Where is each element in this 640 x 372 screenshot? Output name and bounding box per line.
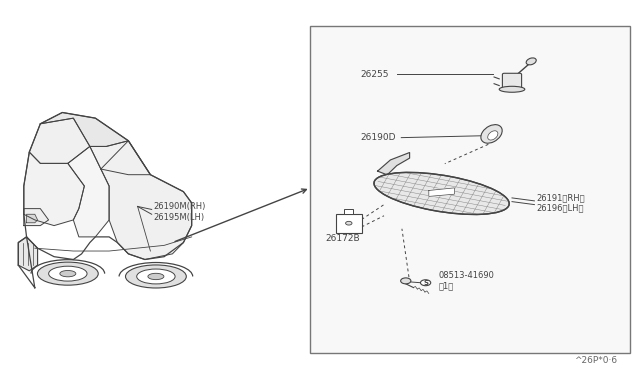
Polygon shape <box>101 141 192 260</box>
Polygon shape <box>429 188 454 196</box>
Polygon shape <box>29 118 90 163</box>
FancyBboxPatch shape <box>502 73 522 90</box>
Ellipse shape <box>420 280 431 286</box>
Text: 08513-41690
（1）: 08513-41690 （1） <box>438 271 494 291</box>
Ellipse shape <box>137 269 175 284</box>
Text: 26190M(RH)
26195M(LH): 26190M(RH) 26195M(LH) <box>154 202 206 222</box>
Bar <box>336 214 362 232</box>
Polygon shape <box>24 152 84 225</box>
Text: 26191（RH）
26196（LH）: 26191（RH） 26196（LH） <box>536 193 585 212</box>
Ellipse shape <box>481 125 502 143</box>
Ellipse shape <box>125 265 186 288</box>
Ellipse shape <box>374 172 509 215</box>
Polygon shape <box>24 209 49 225</box>
Text: 26172B: 26172B <box>325 234 360 243</box>
Ellipse shape <box>49 266 87 281</box>
Polygon shape <box>40 112 129 147</box>
Polygon shape <box>90 141 150 175</box>
Text: 26190D: 26190D <box>360 133 396 142</box>
Text: 26255: 26255 <box>360 70 389 79</box>
Ellipse shape <box>346 221 352 225</box>
Polygon shape <box>19 112 192 288</box>
Ellipse shape <box>499 86 525 92</box>
Polygon shape <box>378 153 410 175</box>
Ellipse shape <box>38 262 99 285</box>
Bar <box>310 26 630 353</box>
Bar <box>344 209 353 214</box>
Text: S: S <box>423 280 428 286</box>
Ellipse shape <box>60 270 76 277</box>
Polygon shape <box>68 147 109 237</box>
Ellipse shape <box>401 278 411 284</box>
Ellipse shape <box>148 273 164 280</box>
Polygon shape <box>27 214 38 223</box>
Text: ^26P*0·6: ^26P*0·6 <box>573 356 617 365</box>
Polygon shape <box>19 237 38 271</box>
Ellipse shape <box>526 58 536 65</box>
Ellipse shape <box>488 131 498 140</box>
